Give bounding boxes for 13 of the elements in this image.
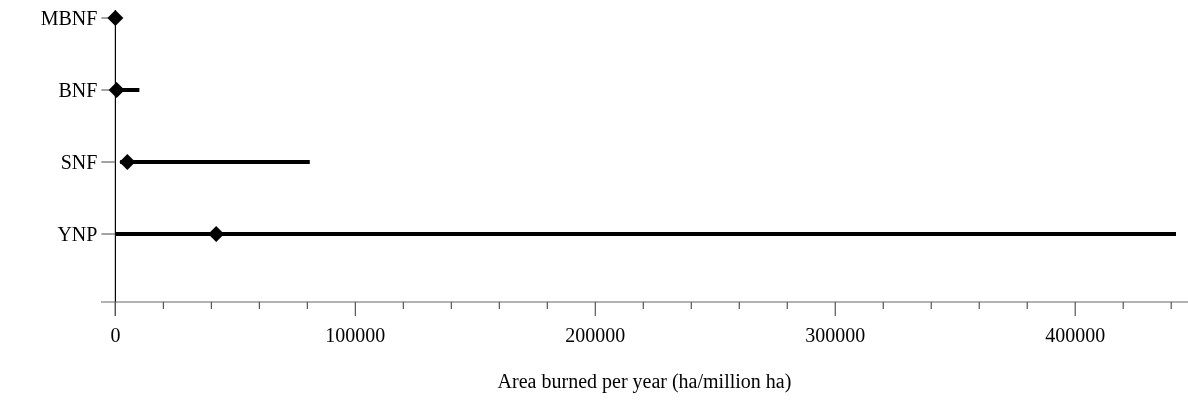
point [107,10,124,26]
x-tick-label: 0 [110,324,121,346]
y-tick-label: SNF [60,151,98,173]
y-tick-label: MBNF [40,7,98,29]
y-tick-label: YNP [57,223,98,245]
point [108,82,125,98]
x-tick-label: 300000 [805,324,866,346]
point [119,154,136,170]
x-tick-label: 200000 [565,324,626,346]
y-tick-label: BNF [58,79,98,101]
x-tick-label: 100000 [325,324,386,346]
x-tick-label: 400000 [1045,324,1106,346]
x-axis-title: Area burned per year (ha/million ha) [497,370,792,393]
